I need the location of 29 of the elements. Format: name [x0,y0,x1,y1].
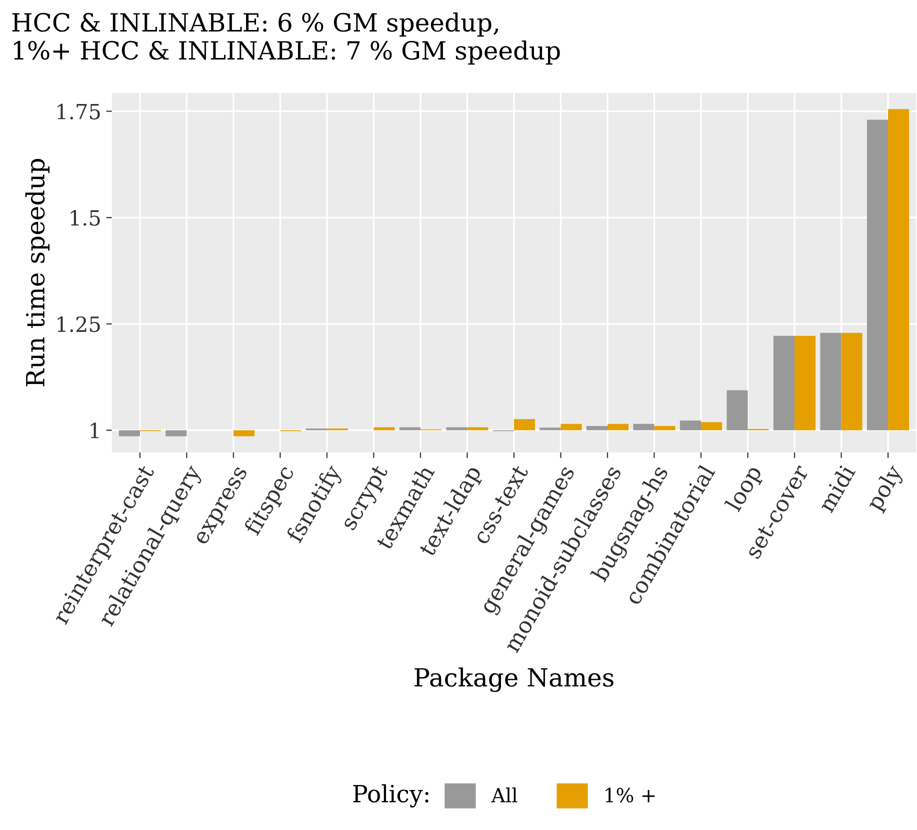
y-tick-label: 1 [90,422,98,438]
legend-title: Policy: [353,784,428,808]
bar [586,426,608,430]
bar [701,422,722,430]
bar [233,430,254,436]
y-tick-label: 1.5 [70,210,100,226]
bar [680,420,702,430]
y-tick-label: 1.75 [58,104,100,120]
bar [726,390,748,430]
bar [633,424,654,430]
legend-label: 1% + [606,788,655,802]
bar [654,426,676,430]
bar [607,424,629,430]
bar [560,424,582,430]
bar [773,336,795,430]
bar [794,336,816,430]
y-axis-title: Run time speedup [25,158,50,386]
bar [540,428,561,430]
chart-title: HCC & INLINABLE: 6 % GM speedup, 1%+ HCC & INLINABLE: 7 % GM speedup [12,12,560,65]
bar [820,332,842,430]
legend-label: All [491,787,518,802]
bar [866,120,888,430]
y-tick-label: 1.25 [58,316,100,332]
bar [888,109,910,430]
x-axis-title: Package Names [414,667,614,692]
bar [514,419,536,430]
bar [841,332,862,430]
bar [118,430,140,436]
bar [166,430,187,436]
